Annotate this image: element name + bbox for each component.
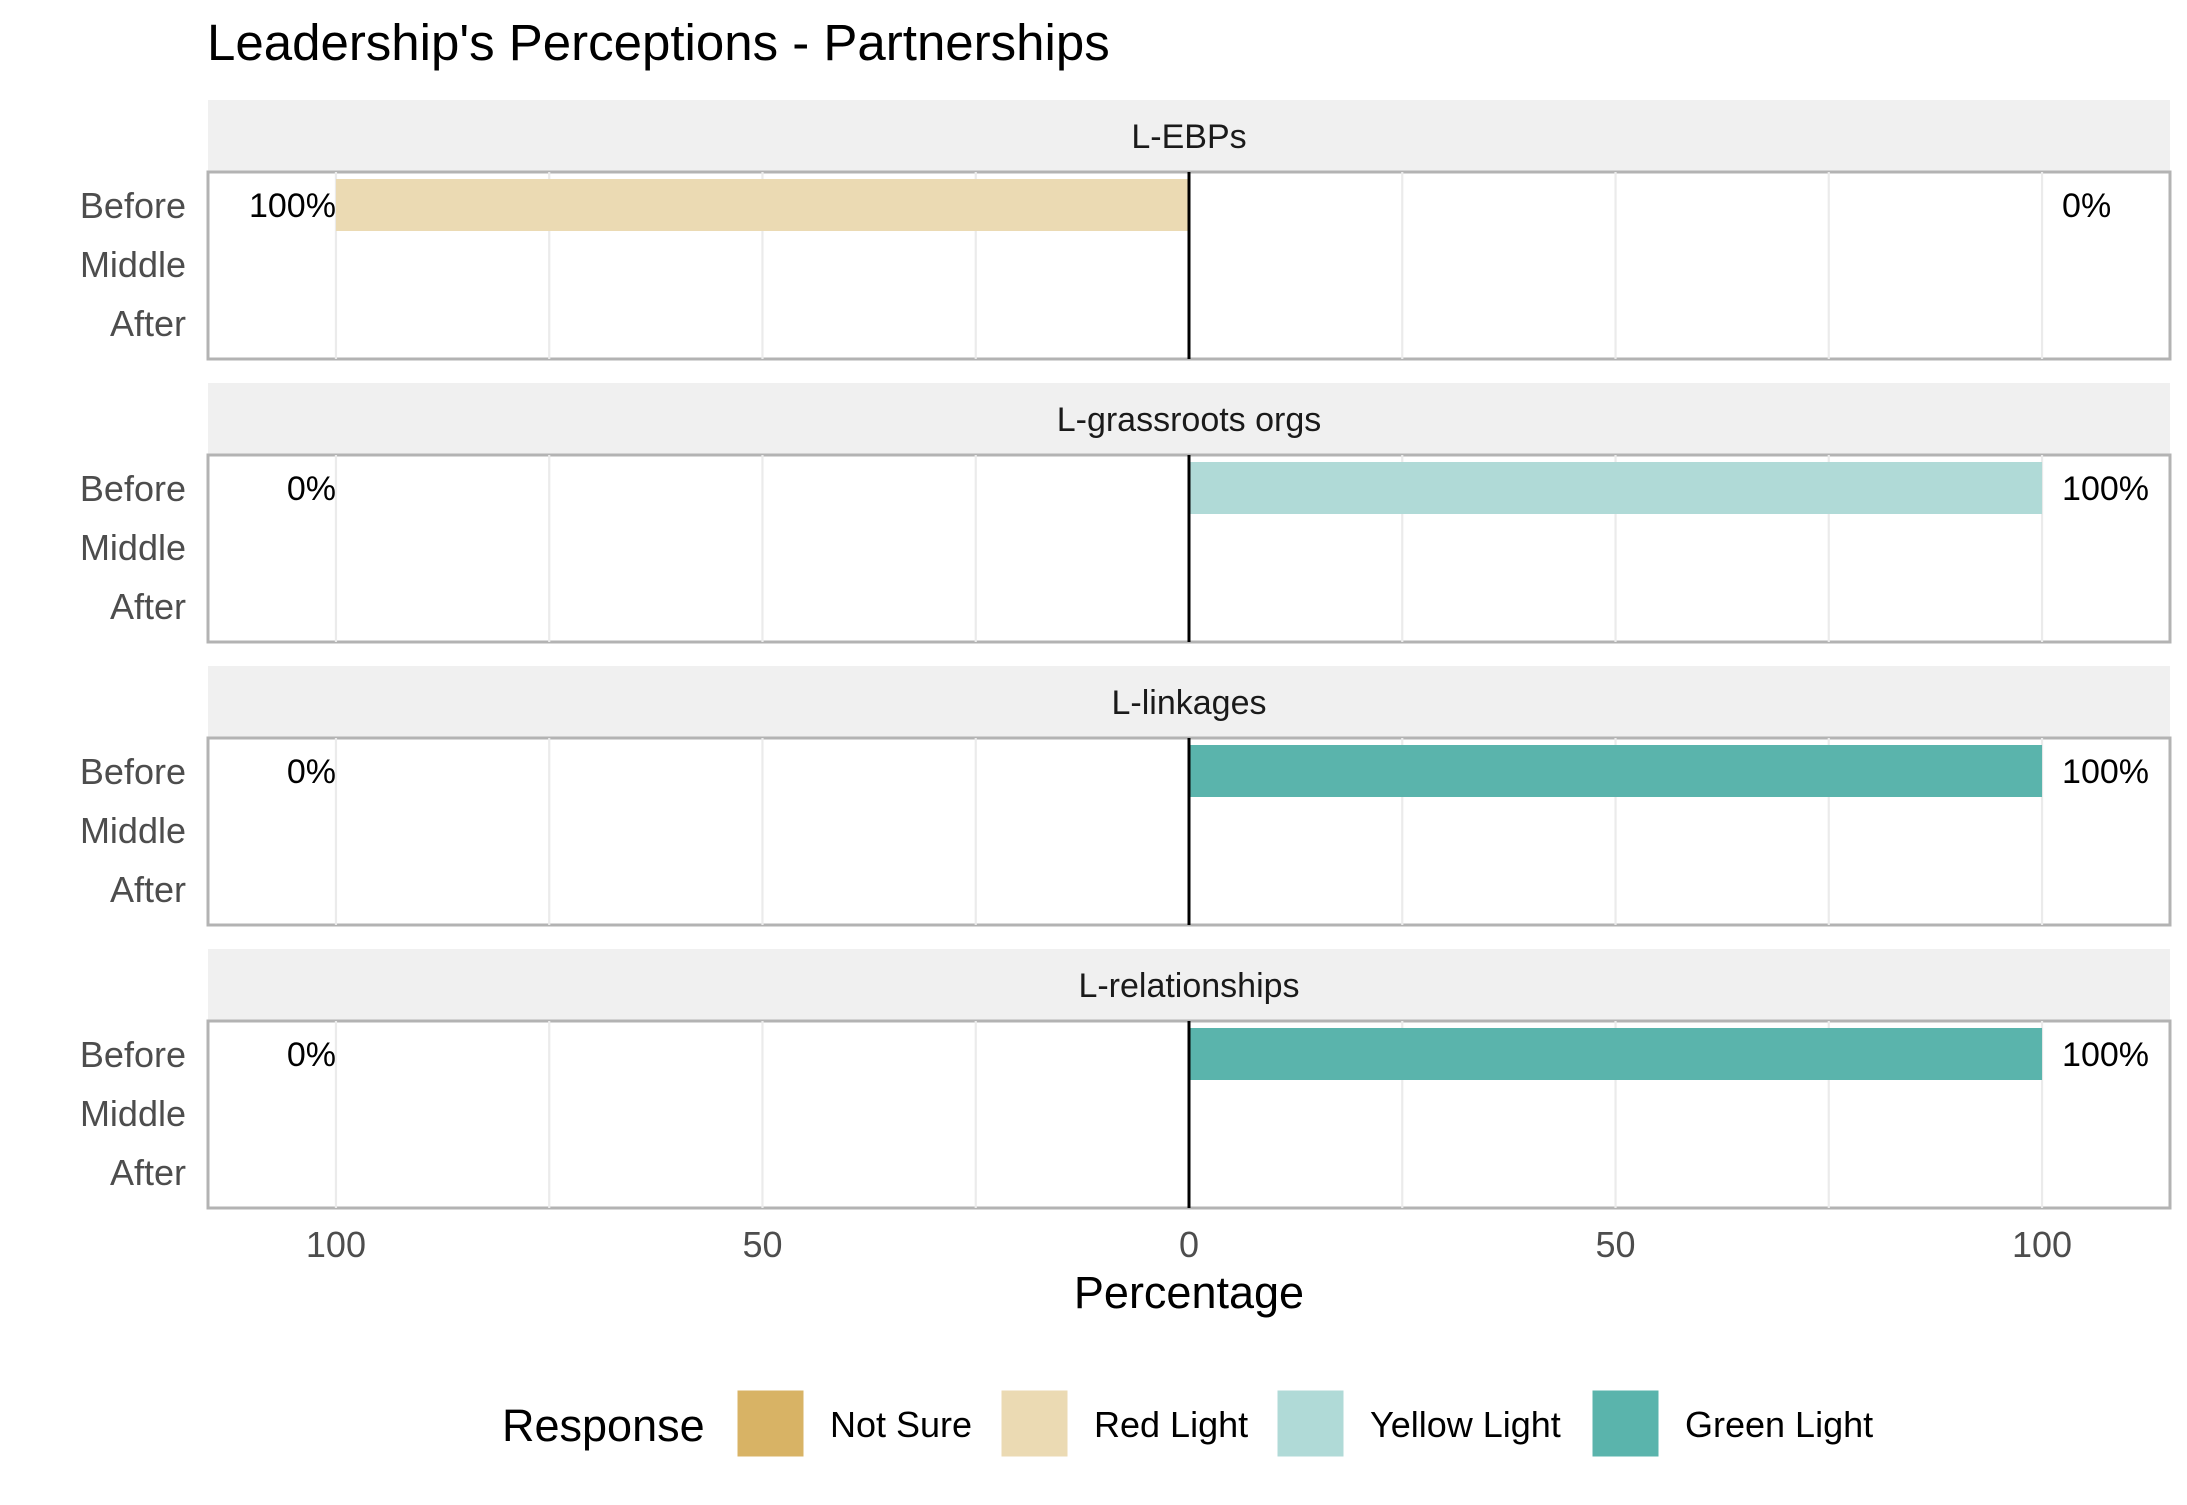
data-label: 0% [287, 753, 336, 791]
legend-label: Yellow Light [1370, 1404, 1561, 1445]
chart-title: Leadership's Perceptions - Partnerships [207, 14, 1110, 71]
data-label: 0% [2062, 187, 2111, 225]
data-label: 100% [2062, 1036, 2149, 1074]
legend-label: Not Sure [830, 1404, 972, 1445]
legend: Response Not Sure Red Light Yellow Light Gre… [502, 1387, 1873, 1460]
data-label: 0% [287, 1036, 336, 1074]
facet-strip-label: L-linkages [1112, 684, 1267, 722]
facet-strip-label: L-EBPs [1131, 118, 1246, 156]
data-label: 100% [2062, 753, 2149, 791]
y-tick-label: Before [80, 185, 186, 226]
bar [1189, 1028, 2043, 1080]
x-tick-label: 50 [742, 1224, 782, 1265]
y-tick-label: After [110, 303, 186, 344]
y-tick-label: Before [80, 751, 186, 792]
data-label: 100% [2062, 470, 2149, 508]
legend-key [998, 1387, 1071, 1460]
legend-label: Red Light [1094, 1404, 1248, 1445]
legend-title: Response [502, 1400, 705, 1451]
facet-panel: L-grassroots orgs 0% 100% Before Middle After [80, 383, 2172, 644]
y-tick-label: Middle [80, 527, 186, 568]
facet-strip-label: L-grassroots orgs [1057, 401, 1322, 439]
facet-panel: L-EBPs 100% 0% Before Middle After [80, 100, 2172, 361]
legend-key [734, 1387, 807, 1460]
y-tick-label: After [110, 586, 186, 627]
y-tick-label: Middle [80, 244, 186, 285]
bar [1189, 462, 2043, 514]
facet-strip [208, 100, 2170, 172]
data-label: 100% [249, 187, 336, 225]
facet-strip [208, 666, 2170, 738]
x-axis: 100 50 0 50 100 [306, 1224, 2072, 1265]
facet-strip [208, 383, 2170, 455]
y-tick-label: Before [80, 1034, 186, 1075]
facet-panel: L-linkages 0% 100% Before Middle After [80, 666, 2172, 927]
facet-strip [208, 949, 2170, 1021]
x-tick-label: 100 [306, 1224, 366, 1265]
x-tick-label: 0 [1179, 1224, 1199, 1265]
x-axis-title: Percentage [1074, 1267, 1304, 1318]
legend-key [1589, 1387, 1662, 1460]
y-tick-label: Before [80, 468, 186, 509]
y-tick-label: After [110, 869, 186, 910]
y-tick-label: Middle [80, 1093, 186, 1134]
y-tick-label: After [110, 1152, 186, 1193]
facet-panel: L-relationships 0% 100% Before Middle After [80, 949, 2172, 1210]
facet-strip-label: L-relationships [1078, 967, 1299, 1005]
y-tick-label: Middle [80, 810, 186, 851]
data-label: 0% [287, 470, 336, 508]
x-tick-label: 100 [2012, 1224, 2072, 1265]
bar [335, 179, 1189, 231]
x-tick-label: 50 [1595, 1224, 1635, 1265]
legend-key [1274, 1387, 1347, 1460]
legend-label: Green Light [1685, 1404, 1873, 1445]
bar [1189, 745, 2043, 797]
